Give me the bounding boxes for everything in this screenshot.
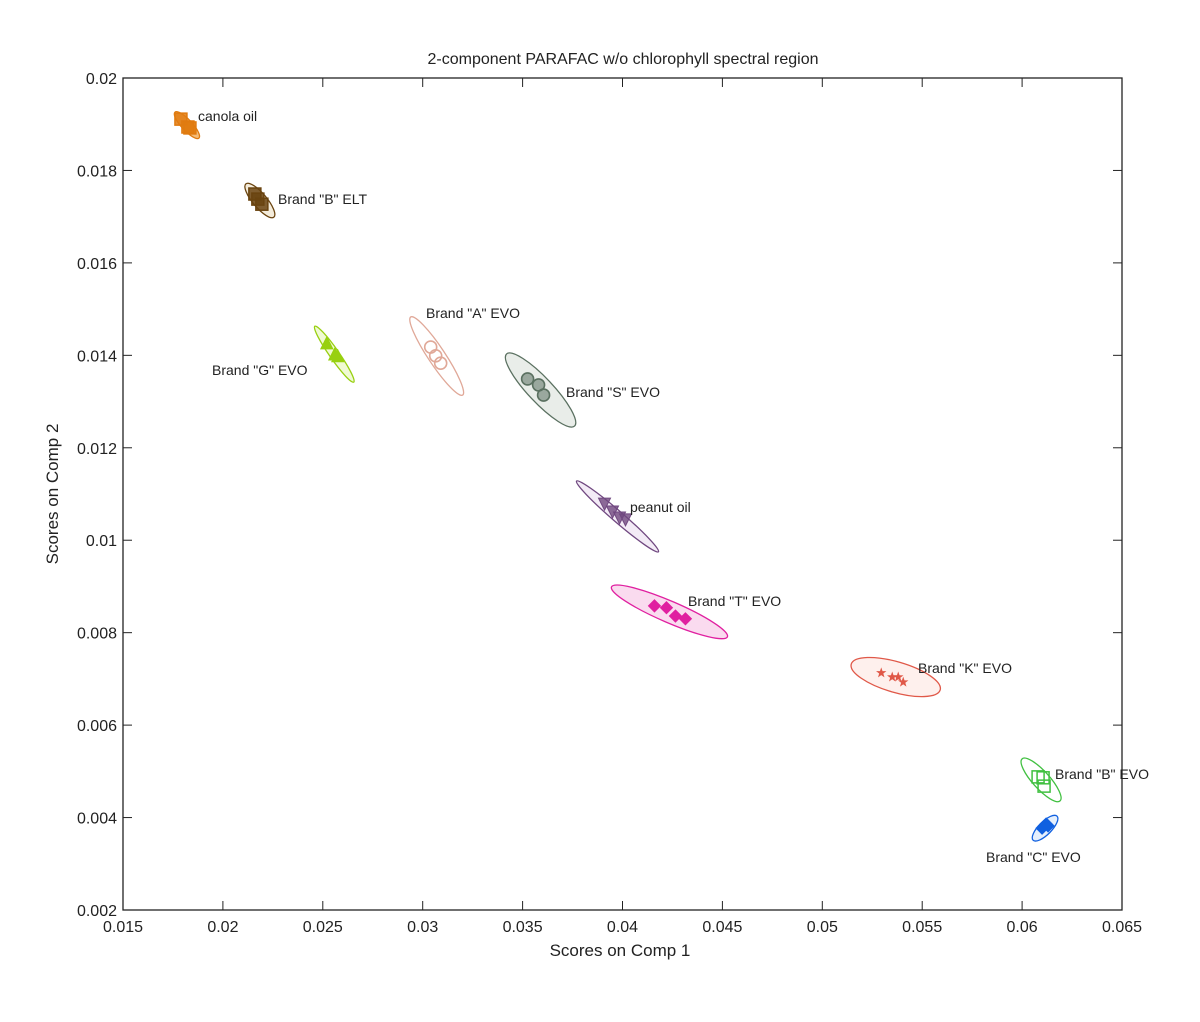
series-group: Brand "S" EVO [504,352,660,428]
series-label: Brand "C" EVO [986,849,1081,865]
series-label: Brand "G" EVO [212,362,308,378]
x-axis-label: Scores on Comp 1 [550,941,691,960]
x-tick-label: 0.035 [503,919,543,936]
data-point [886,671,898,682]
data-point [1041,819,1055,833]
series-label: Brand "K" EVO [918,660,1012,676]
x-tick-label: 0.045 [702,919,742,936]
x-tick-label: 0.04 [607,919,638,936]
series-label: Brand "S" EVO [566,384,660,400]
data-point [668,609,683,623]
data-point [255,197,269,211]
plot-frame [122,77,1123,911]
x-tick-label: 0.015 [103,919,143,936]
series-group: Brand "B" ELT [244,182,368,219]
x-tick-label: 0.055 [902,919,942,936]
series-label: peanut oil [630,499,691,515]
y-tick-label: 0.014 [77,348,117,365]
y-tick-label: 0.006 [77,718,117,735]
x-tick-label: 0.06 [1007,919,1038,936]
y-tick-label: 0.012 [77,441,117,458]
y-tick-label: 0.01 [86,533,117,550]
x-tick-label: 0.065 [1102,919,1142,936]
series-group: peanut oil [575,480,691,553]
chart-title: 2-component PARAFAC w/o chlorophyll spec… [428,51,819,68]
data-point [1036,771,1050,785]
data-point [659,600,674,615]
data-point [678,612,693,626]
series-group: Brand "K" EVO [850,656,1012,698]
series-label: Brand "T" EVO [688,593,781,609]
y-tick-label: 0.008 [77,626,117,643]
data-point [618,513,633,528]
confidence-ellipse [409,316,465,397]
series-group: Brand "B" EVO [1020,757,1149,803]
y-tick-label: 0.018 [77,163,117,180]
x-tick-label: 0.025 [303,919,343,936]
data-point [330,348,345,363]
data-point [520,372,535,386]
y-tick-label: 0.002 [77,903,117,920]
data-point [1037,779,1051,793]
data-point [428,348,443,363]
series-group: Brand "T" EVO [610,584,781,640]
series-group: Brand "G" EVO [212,325,355,383]
confidence-ellipse [1020,757,1062,803]
y-tick-label: 0.02 [86,71,117,88]
y-tick-label: 0.016 [77,256,117,273]
data-point [647,599,662,613]
y-axis-label: Scores on Comp 2 [43,424,62,565]
data-point [897,676,909,687]
series-group: Brand "A" EVO [409,305,520,397]
data-point [433,356,448,370]
series-label: canola oil [198,108,257,124]
data-point [597,497,612,512]
series-label: Brand "B" ELT [278,191,368,207]
data-point [892,671,904,682]
confidence-ellipse [610,584,729,640]
data-point [536,388,551,402]
data-point [183,121,197,135]
data-point [876,667,887,678]
y-tick-label: 0.004 [77,811,117,828]
x-tick-label: 0.03 [407,919,438,936]
series-group: Brand "C" EVO [986,814,1081,865]
x-tick-label: 0.05 [807,919,838,936]
x-tick-label: 0.02 [207,919,238,936]
data-point [319,335,334,350]
series-label: Brand "B" EVO [1055,766,1149,782]
series-label: Brand "A" EVO [426,305,520,321]
series-group: canola oil [173,108,257,140]
